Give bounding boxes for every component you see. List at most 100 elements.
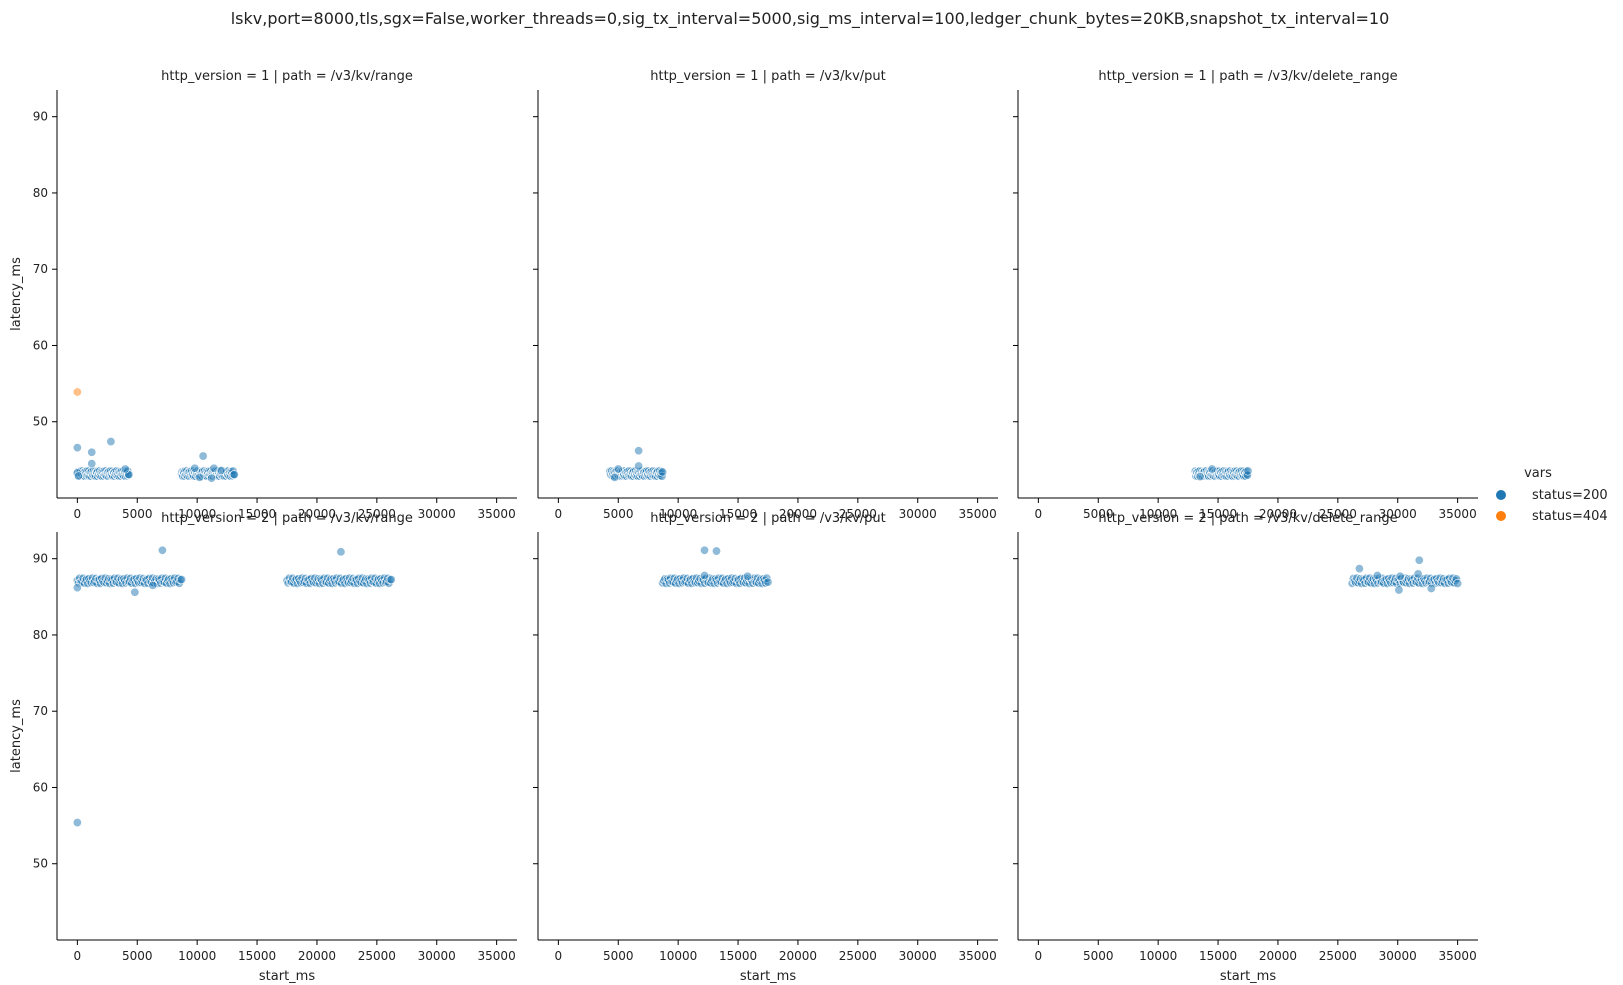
scatter-point — [610, 472, 620, 482]
panel-title: http_version = 1 | path = /v3/kv/put — [650, 69, 886, 84]
panel-5: http_version = 2 | path = /v3/kv/put 0 500… — [533, 511, 998, 984]
y-tick-label: 90 — [33, 110, 48, 124]
y-tick-label: 50 — [33, 857, 48, 871]
x-tick-label: 20000 — [298, 507, 336, 521]
scatter-point — [386, 575, 396, 585]
x-tick-label: 25000 — [1319, 507, 1357, 521]
x-tick-label: 20000 — [779, 949, 817, 963]
scatter-point — [763, 577, 773, 587]
x-tick-label: 20000 — [779, 507, 817, 521]
scatter-point — [336, 547, 346, 557]
y-tick-label: 50 — [33, 415, 48, 429]
legend-title: vars — [1524, 466, 1552, 481]
panel-1: http_version = 1 | path = /v3/kv/range 0 5… — [9, 69, 517, 521]
y-tick-label: 60 — [33, 338, 48, 352]
scatter-point — [1395, 571, 1405, 581]
x-tick-label: 15000 — [1199, 949, 1237, 963]
x-tick-label: 35000 — [478, 507, 516, 521]
y-tick-label: 70 — [33, 704, 48, 718]
legend-label: status=200 — [1532, 488, 1608, 503]
x-tick-label: 25000 — [839, 507, 877, 521]
panel-4: http_version = 2 | path = /v3/kv/range 0 5… — [9, 511, 517, 984]
x-tick-label: 15000 — [1199, 507, 1237, 521]
scatter-point — [1453, 578, 1463, 588]
scatter-point — [700, 545, 710, 555]
x-tick-label: 35000 — [478, 949, 516, 963]
x-axis-label: start_ms — [1220, 969, 1276, 984]
x-tick-label: 25000 — [839, 949, 877, 963]
y-axis-label: latency_ms — [9, 699, 24, 773]
point-cluster — [72, 573, 187, 588]
scatter-point — [72, 818, 82, 828]
scatter-point — [1414, 555, 1424, 565]
x-tick-label: 10000 — [659, 949, 697, 963]
x-tick-label: 0 — [74, 507, 82, 521]
scatter-point — [177, 575, 187, 585]
x-tick-label: 30000 — [899, 507, 937, 521]
x-tick-label: 25000 — [358, 507, 396, 521]
x-tick-label: 35000 — [959, 507, 997, 521]
x-tick-label: 35000 — [1439, 507, 1477, 521]
y-tick-label: 60 — [33, 780, 48, 794]
y-tick-label: 90 — [33, 552, 48, 566]
scatter-point — [711, 546, 721, 556]
y-axis-label: latency_ms — [9, 257, 24, 331]
scatter-point — [106, 437, 116, 447]
panel-6: http_version = 2 | path = /v3/kv/delete_… — [1013, 511, 1478, 984]
x-tick-label: 10000 — [178, 507, 216, 521]
panel-title: http_version = 1 | path = /v3/kv/delete_… — [1098, 69, 1397, 84]
panel-title: http_version = 2 | path = /v3/kv/delete_… — [1098, 511, 1397, 526]
x-tick-label: 10000 — [659, 507, 697, 521]
x-tick-label: 15000 — [719, 949, 757, 963]
panel-title: http_version = 2 | path = /v3/kv/range — [161, 511, 413, 526]
x-tick-label: 10000 — [1139, 949, 1177, 963]
scatter-point — [1413, 569, 1423, 579]
scatter-point — [613, 464, 623, 474]
legend: vars status=200 status=404 — [1496, 466, 1608, 524]
x-tick-label: 0 — [1035, 949, 1043, 963]
x-tick-label: 0 — [555, 507, 563, 521]
x-tick-label: 15000 — [719, 507, 757, 521]
panel-title: http_version = 1 | path = /v3/kv/range — [161, 69, 413, 84]
x-tick-label: 0 — [74, 949, 82, 963]
x-tick-label: 15000 — [238, 949, 276, 963]
x-tick-label: 25000 — [358, 949, 396, 963]
x-tick-label: 20000 — [1259, 949, 1297, 963]
scatter-point — [72, 583, 82, 593]
scatter-point — [72, 443, 82, 453]
scatter-point — [634, 446, 644, 456]
x-axis-label: start_ms — [259, 969, 315, 984]
x-axis-label: start_ms — [740, 969, 796, 984]
x-tick-label: 5000 — [603, 507, 634, 521]
y-tick-label: 70 — [33, 262, 48, 276]
scatter-point — [198, 451, 208, 461]
x-tick-label: 30000 — [418, 507, 456, 521]
scatter-point — [207, 473, 217, 483]
legend-marker — [1496, 511, 1506, 521]
scatter-point — [1195, 472, 1205, 482]
scatter-point — [195, 472, 205, 482]
scatter-point — [87, 459, 97, 469]
x-tick-label: 30000 — [418, 949, 456, 963]
scatter-point — [87, 447, 97, 457]
scatter-point — [190, 463, 200, 473]
x-tick-label: 0 — [555, 949, 563, 963]
x-tick-label: 10000 — [1139, 507, 1177, 521]
x-tick-label: 5000 — [1083, 949, 1114, 963]
scatter-point — [229, 469, 239, 479]
scatter-point — [1354, 564, 1364, 574]
x-tick-label: 5000 — [603, 949, 634, 963]
x-tick-label: 5000 — [122, 507, 153, 521]
x-tick-label: 10000 — [178, 949, 216, 963]
scatter-point — [130, 587, 140, 597]
scatter-point — [148, 580, 158, 590]
x-tick-label: 30000 — [1379, 949, 1417, 963]
panel-grid: http_version = 1 | path = /v3/kv/range 0 5… — [9, 69, 1478, 984]
scatter-point — [120, 464, 130, 474]
legend-marker — [1496, 490, 1506, 500]
x-tick-label: 20000 — [1259, 507, 1297, 521]
y-tick-label: 80 — [33, 628, 48, 642]
x-tick-label: 25000 — [1319, 949, 1357, 963]
x-tick-label: 30000 — [1379, 507, 1417, 521]
